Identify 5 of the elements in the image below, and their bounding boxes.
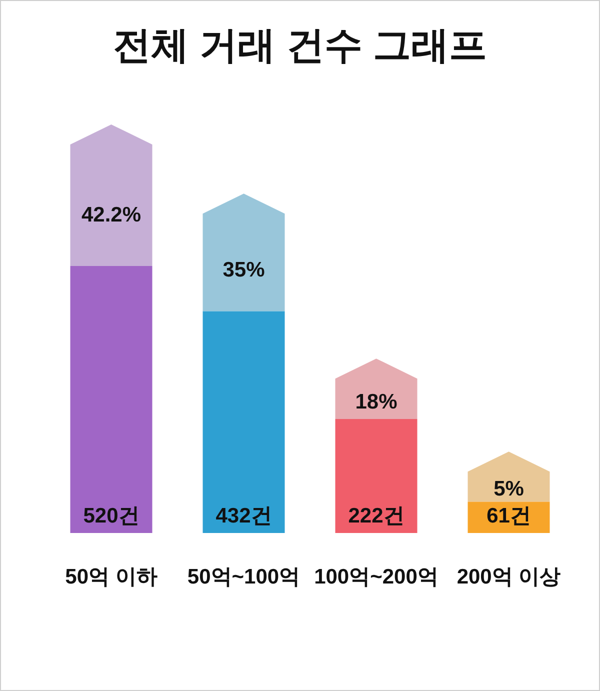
annotation: 5% bbox=[494, 478, 524, 501]
annotation: 35% bbox=[222, 258, 265, 282]
annotation: 42.2% bbox=[81, 203, 142, 226]
title: 전체 거래 건수 그래프 bbox=[113, 25, 487, 67]
annotation: 18% bbox=[355, 390, 398, 414]
